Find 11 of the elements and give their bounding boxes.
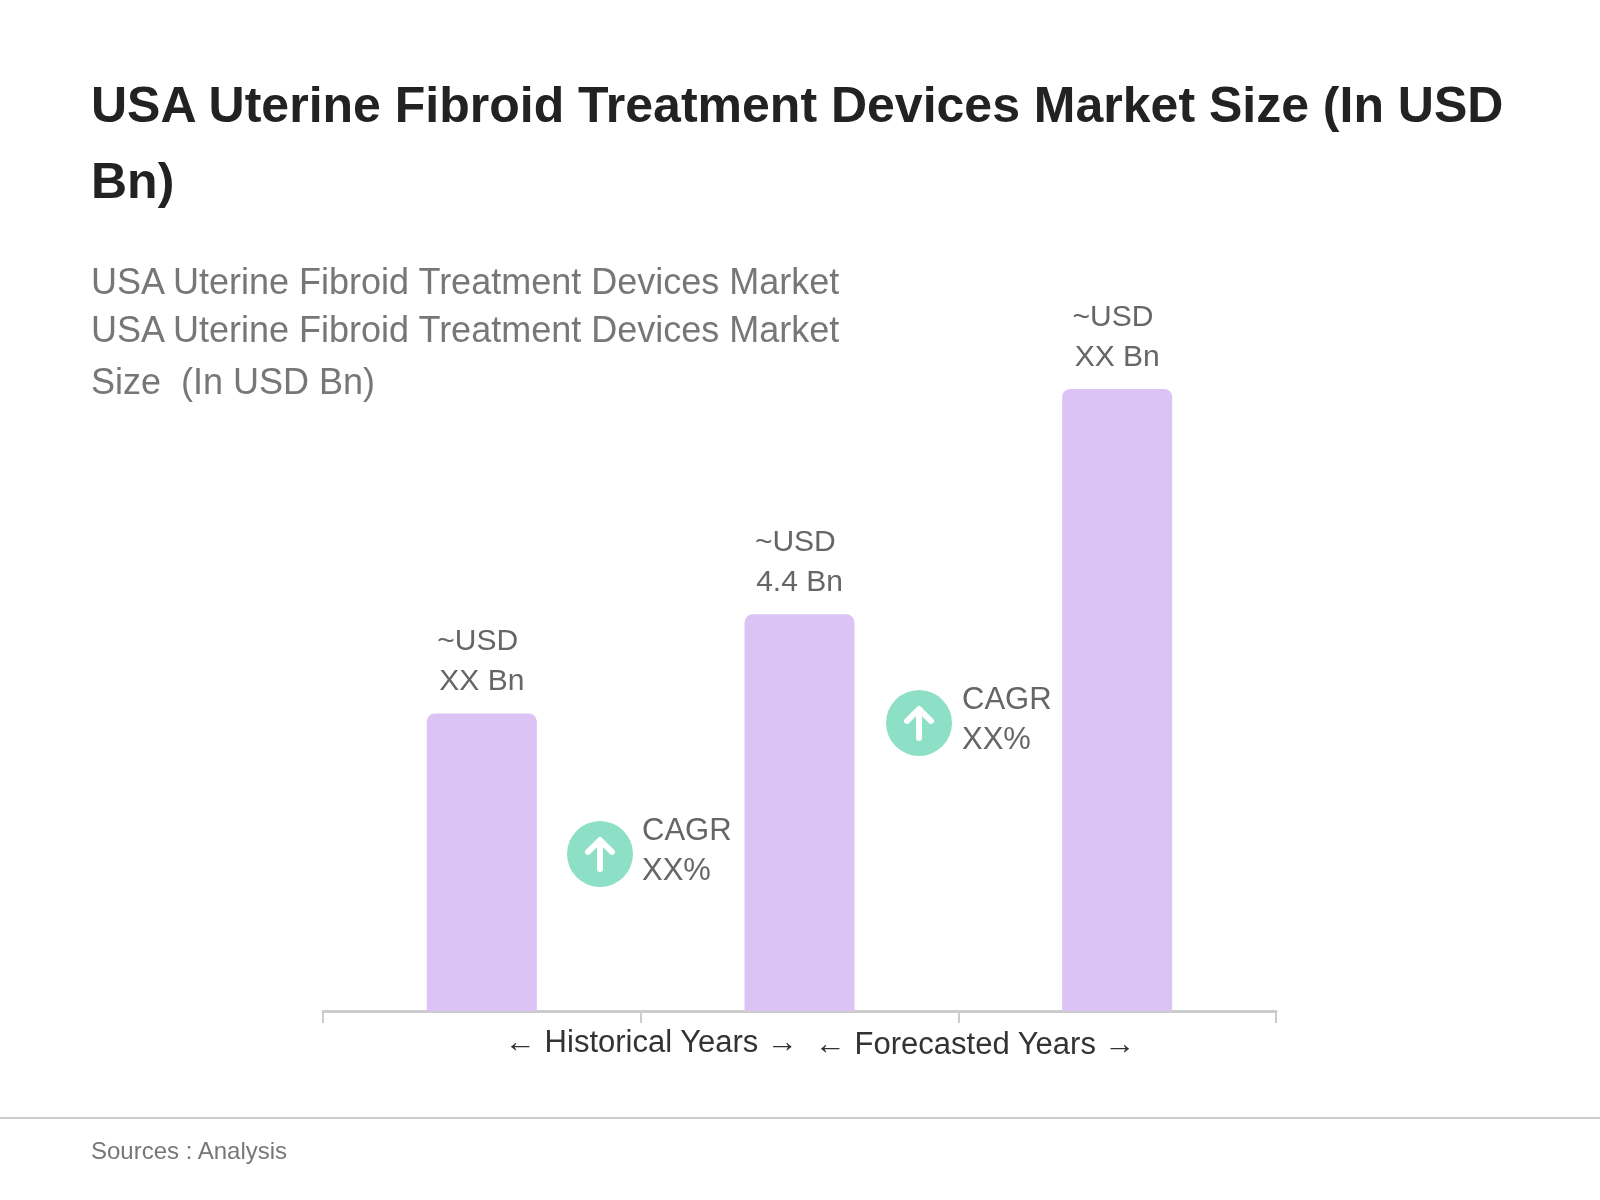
- text: ← Historical Years →: [505, 1023, 798, 1061]
- source-note: Sources : Analysis: [91, 1136, 288, 1166]
- data-label: ~USD XX Bn: [437, 623, 527, 697]
- data-label: ~USD 4.4 Bn: [754, 523, 845, 597]
- chart-title: USA Uterine Fibroid Treatment Devices Market Size (In USD Bn): [91, 308, 850, 402]
- text: ← Forecasted Years →: [815, 1025, 1136, 1063]
- data-label: ~USD XX Bn: [1072, 298, 1162, 372]
- annotation: CAGR XX%: [962, 680, 1053, 758]
- text: USA Uterine Fibroid Treatment Devices Market: [91, 260, 840, 302]
- chart-title: USA Uterine Fibroid Treatment Devices Market Size (In USD Bn): [91, 77, 1504, 209]
- annotation: CAGR XX%: [642, 811, 733, 889]
